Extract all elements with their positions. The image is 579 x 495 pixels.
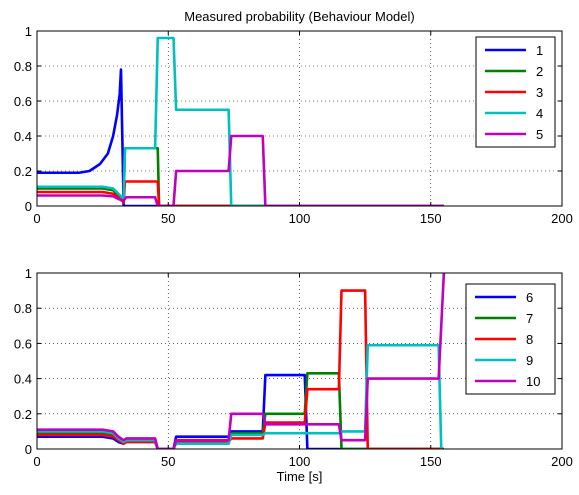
- series-line-9: [37, 343, 443, 449]
- x-tick-label: 200: [551, 454, 573, 469]
- y-tick-label: 0.6: [14, 336, 32, 351]
- y-tick-label: 0.8: [14, 301, 32, 316]
- legend-label-10: 10: [526, 374, 540, 389]
- y-tick-label: 0.4: [14, 372, 32, 387]
- x-tick-label: 0: [33, 454, 40, 469]
- x-tick-label: 150: [420, 454, 442, 469]
- chart-title: Measured probability (Behaviour Model): [184, 9, 415, 24]
- chart-1: 0 50 100 150 200 0 0.2 0.4 0.6 0.8 1 Measured proba…: [14, 9, 573, 226]
- legend-label-7: 7: [526, 311, 533, 326]
- legend-label-8: 8: [526, 332, 533, 347]
- y-tick-label: 0.8: [14, 59, 32, 74]
- x-tick-label: 150: [420, 211, 442, 226]
- y-tick-label: 0.2: [14, 164, 32, 179]
- legend: 6 7 8 9 10: [465, 283, 556, 395]
- legend: 1 2 3 4 5: [475, 36, 556, 148]
- y-tick-label: 0.2: [14, 407, 32, 422]
- x-axis-label: Time [s]: [277, 469, 323, 484]
- series-line-8: [37, 289, 444, 449]
- series-line-2: [37, 146, 444, 206]
- legend-label-3: 3: [536, 85, 543, 100]
- legend-label-4: 4: [536, 106, 543, 121]
- legend-label-6: 6: [526, 290, 533, 305]
- series-group: [37, 36, 444, 206]
- x-tick-label: 0: [33, 211, 40, 226]
- chart-2: 0 50 100 150 200 0 0.2 0.4 0.6 0.8 1 Time [s] 6 7 8 9 10: [14, 266, 573, 484]
- legend-label-1: 1: [536, 43, 543, 58]
- series-line-3: [37, 180, 444, 206]
- y-tick-label: 0.4: [14, 129, 32, 144]
- x-tick-label: 50: [161, 211, 175, 226]
- series-group: [37, 272, 446, 449]
- series-line-4: [37, 36, 444, 206]
- series-line-10: [37, 272, 446, 449]
- y-tick-label: 1: [25, 24, 32, 39]
- x-tick-label: 100: [289, 454, 311, 469]
- y-tick-label: 1: [25, 266, 32, 281]
- y-tick-label: 0: [25, 199, 32, 214]
- series-line-6: [37, 373, 444, 449]
- legend-label-2: 2: [536, 64, 543, 79]
- x-tick-label: 200: [551, 211, 573, 226]
- y-tick-label: 0.6: [14, 94, 32, 109]
- series-line-1: [37, 68, 444, 206]
- x-tick-label: 100: [289, 211, 311, 226]
- x-tick-label: 50: [161, 454, 175, 469]
- y-tick-label: 0: [25, 442, 32, 457]
- legend-label-9: 9: [526, 353, 533, 368]
- legend-label-5: 5: [536, 127, 543, 142]
- series-line-5: [37, 134, 444, 206]
